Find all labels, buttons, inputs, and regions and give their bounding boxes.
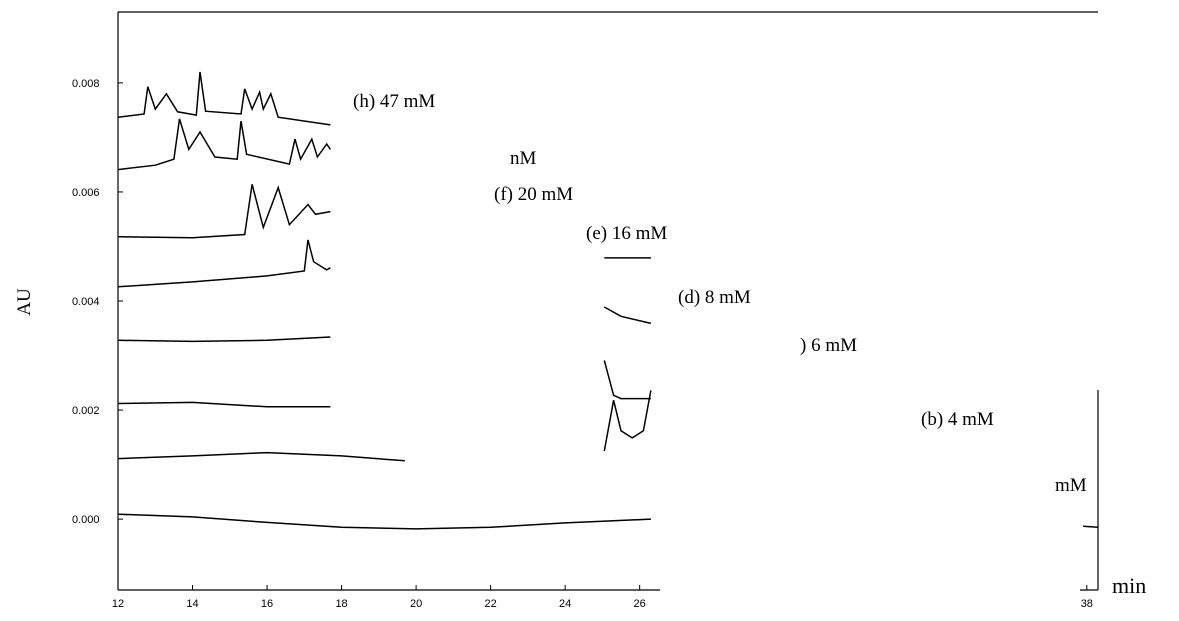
annotation: (e) 16 mM: [586, 223, 667, 244]
x-tick-label: 22: [484, 598, 496, 610]
annotation: (h) 47 mM: [353, 91, 435, 112]
trace: [117, 306, 652, 343]
annotation: (b) 4 mM: [921, 409, 994, 430]
x-tick-label: 24: [559, 598, 571, 610]
x-tick-label: 20: [410, 598, 422, 610]
y-tick-label: 0.004: [72, 296, 100, 308]
trace: [117, 513, 1099, 530]
y-tick-label: 0.008: [72, 78, 100, 90]
trace: [117, 451, 405, 462]
x-tick-label: 12: [112, 598, 124, 610]
y-tick-label: 0.002: [72, 405, 100, 417]
x-axis-label: min: [1112, 573, 1146, 598]
trace: [117, 118, 332, 171]
annotation: ) 6 mM: [800, 335, 857, 356]
trace: [117, 360, 651, 408]
annotation: mM: [1055, 475, 1087, 496]
x-tick-label: 26: [634, 598, 646, 610]
trace: [603, 390, 652, 452]
x-tick-label: 18: [335, 598, 347, 610]
trace: [117, 71, 331, 126]
y-tick-label: 0.000: [72, 514, 100, 526]
annotation: nM: [510, 148, 537, 169]
annotation: (d) 8 mM: [678, 287, 751, 308]
x-tick-label: 38: [1081, 598, 1093, 610]
annotation: (f) 20 mM: [494, 184, 573, 205]
y-axis-label: AU: [14, 288, 35, 316]
x-tick-label: 14: [186, 598, 198, 610]
x-tick-label: 16: [261, 598, 273, 610]
y-tick-label: 0.006: [72, 187, 100, 199]
trace: [117, 184, 331, 239]
trace: [117, 239, 651, 288]
